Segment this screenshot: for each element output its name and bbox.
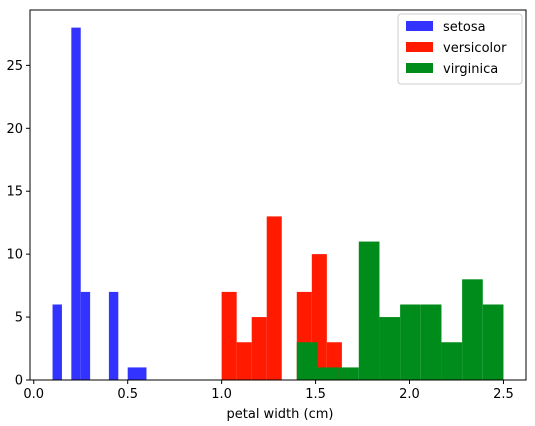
- legend-swatch: [406, 42, 433, 52]
- bars-layer: [52, 27, 504, 380]
- y-axis: 0 5 10 15 20 25: [6, 59, 30, 389]
- legend-swatch: [406, 63, 433, 73]
- setosa-bar: [108, 291, 119, 380]
- setosa-bar: [52, 304, 62, 380]
- virginica-bar: [317, 367, 339, 380]
- legend-label: versicolor: [443, 41, 507, 56]
- y-tick-label: 5: [15, 311, 23, 326]
- virginica-bar: [379, 317, 401, 380]
- x-tick-label: 1.5: [305, 387, 326, 402]
- setosa-bar: [127, 367, 147, 380]
- virginica-bar: [482, 304, 504, 380]
- legend-label: virginica: [443, 62, 498, 77]
- virginica-bar: [358, 241, 380, 380]
- y-tick-label: 20: [6, 122, 23, 137]
- x-axis: 0.0 0.5 1.0 1.5 2.0 2.5: [23, 380, 514, 402]
- setosa-bar: [71, 27, 81, 380]
- y-tick-label: 15: [6, 185, 23, 200]
- virginica-bar: [441, 342, 463, 380]
- versicolor-bar: [236, 342, 252, 380]
- legend-swatch: [406, 21, 433, 31]
- x-axis-label: petal width (cm): [227, 407, 334, 422]
- x-tick-label: 0.0: [23, 387, 44, 402]
- y-tick-label: 10: [6, 248, 23, 263]
- versicolor-bar: [266, 216, 282, 380]
- y-tick-label: 25: [6, 59, 23, 74]
- legend: setosa versicolor virginica: [397, 13, 523, 85]
- virginica-bar: [420, 304, 442, 380]
- setosa-bar: [80, 291, 91, 380]
- x-tick-label: 0.5: [117, 387, 138, 402]
- x-tick-label: 2.0: [399, 387, 420, 402]
- versicolor-bar: [221, 291, 237, 380]
- plot-frame: [29, 9, 527, 381]
- x-tick-label: 1.0: [211, 387, 232, 402]
- virginica-bar: [462, 279, 483, 380]
- y-tick-label: 0: [15, 374, 23, 389]
- virginica-bar: [400, 304, 421, 380]
- x-tick-label: 2.5: [493, 387, 514, 402]
- virginica-bar: [296, 342, 318, 380]
- versicolor-bar: [251, 317, 267, 380]
- virginica-bar: [338, 367, 359, 380]
- legend-label: setosa: [443, 20, 486, 35]
